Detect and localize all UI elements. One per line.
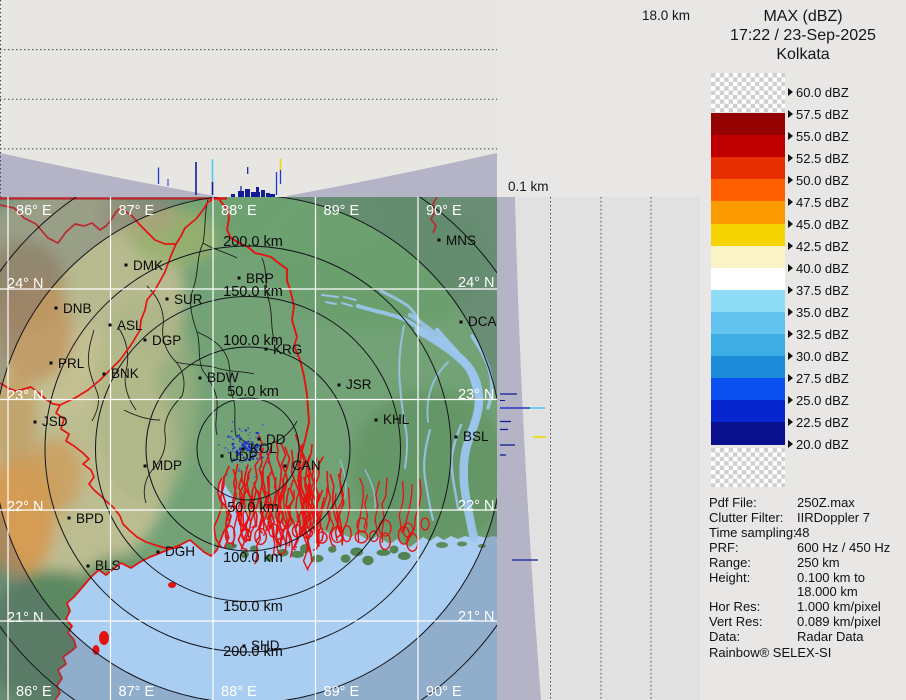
svg-text:23° N: 23° N — [7, 388, 43, 404]
svg-text:DCA: DCA — [468, 314, 497, 329]
svg-text:88° E: 88° E — [221, 203, 257, 219]
svg-text:86° E: 86° E — [16, 684, 52, 700]
svg-text:BRP: BRP — [246, 271, 274, 286]
svg-text:MNS: MNS — [446, 233, 476, 248]
svg-text:DNB: DNB — [63, 301, 92, 316]
svg-text:SUR: SUR — [174, 292, 203, 307]
svg-text:DGH: DGH — [165, 544, 195, 559]
svg-text:KHL: KHL — [383, 412, 410, 427]
svg-text:BLS: BLS — [95, 558, 121, 573]
svg-text:JSR: JSR — [346, 377, 372, 392]
svg-text:KRG: KRG — [273, 342, 302, 357]
svg-text:89° E: 89° E — [324, 203, 360, 219]
svg-text:90° E: 90° E — [426, 684, 462, 700]
svg-text:CAN: CAN — [292, 458, 321, 473]
svg-text:87° E: 87° E — [119, 203, 155, 219]
svg-text:24° N: 24° N — [7, 276, 43, 292]
svg-text:MDP: MDP — [152, 458, 182, 473]
svg-text:PRL: PRL — [58, 356, 85, 371]
svg-text:UDP: UDP — [229, 449, 258, 464]
svg-text:BDW: BDW — [207, 370, 239, 385]
svg-text:DGP: DGP — [152, 333, 181, 348]
svg-text:SHD: SHD — [251, 638, 280, 653]
svg-text:23° N: 23° N — [458, 387, 494, 403]
svg-text:50.0 km: 50.0 km — [227, 384, 279, 400]
svg-text:86° E: 86° E — [16, 203, 52, 219]
svg-text:200.0 km: 200.0 km — [223, 644, 283, 660]
svg-text:150.0 km: 150.0 km — [223, 599, 283, 615]
svg-text:87° E: 87° E — [119, 684, 155, 700]
svg-text:100.0 km: 100.0 km — [223, 333, 283, 349]
svg-text:22° N: 22° N — [458, 498, 494, 514]
svg-text:21° N: 21° N — [7, 610, 43, 626]
svg-text:100.0 km: 100.0 km — [223, 550, 283, 566]
svg-text:90° E: 90° E — [426, 203, 462, 219]
svg-text:22° N: 22° N — [7, 499, 43, 515]
svg-text:21° N: 21° N — [458, 609, 494, 625]
svg-text:89° E: 89° E — [324, 684, 360, 700]
svg-text:ASL: ASL — [117, 318, 143, 333]
svg-text:24° N: 24° N — [458, 275, 494, 291]
svg-text:DMK: DMK — [133, 258, 163, 273]
svg-text:150.0 km: 150.0 km — [223, 284, 283, 300]
svg-text:50.0 km: 50.0 km — [227, 500, 279, 516]
svg-text:200.0 km: 200.0 km — [223, 234, 283, 250]
svg-text:BNK: BNK — [111, 366, 139, 381]
svg-text:DD: DD — [266, 432, 286, 447]
svg-text:88° E: 88° E — [221, 684, 257, 700]
svg-text:JSD: JSD — [42, 414, 68, 429]
svg-text:BSL: BSL — [463, 429, 489, 444]
svg-text:BPD: BPD — [76, 511, 104, 526]
svg-text:KOL: KOL — [250, 441, 278, 456]
